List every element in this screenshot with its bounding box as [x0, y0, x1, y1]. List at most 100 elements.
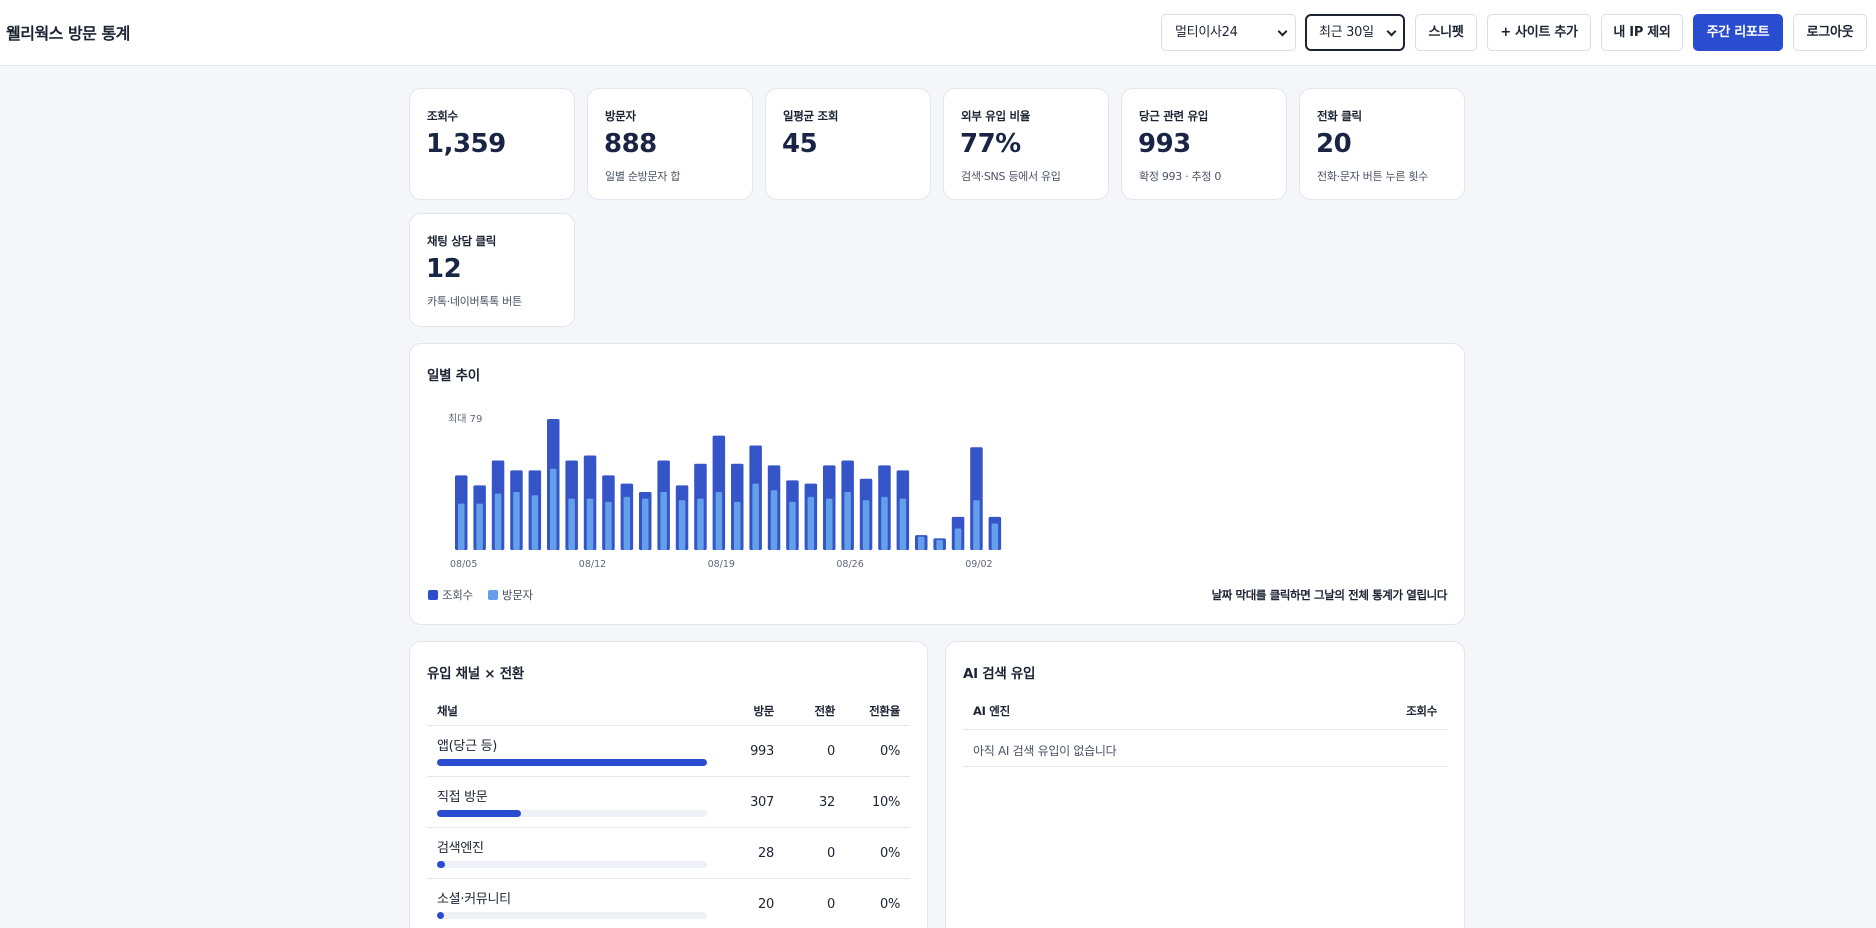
legend-label-views: 조회수: [442, 588, 473, 602]
day-bar-09/02[interactable]: [970, 447, 983, 550]
day-bar-08/23[interactable]: [786, 480, 799, 550]
day-bar-08/20[interactable]: [731, 463, 744, 550]
chart-max-label: 최대 79: [448, 413, 482, 425]
bar-visitors[interactable]: [789, 501, 796, 550]
day-bar-08/21[interactable]: [749, 445, 762, 550]
channel-visits: 307: [750, 795, 774, 810]
col-conversions: 전환: [814, 704, 835, 718]
bar-visitors[interactable]: [973, 500, 980, 550]
bar-visitors[interactable]: [494, 493, 502, 550]
day-bar-08/26[interactable]: [841, 460, 854, 550]
snippet-button[interactable]: 스니펫: [1415, 14, 1477, 51]
channel-visits: 993: [750, 744, 774, 759]
channel-share-fill: [437, 759, 707, 766]
day-bar-08/15[interactable]: [639, 491, 652, 550]
bar-visitors[interactable]: [623, 496, 631, 550]
day-bar-08/17[interactable]: [675, 485, 689, 550]
x-tick-label: 08/12: [579, 559, 606, 570]
day-bar-08/25[interactable]: [823, 465, 836, 550]
bar-visitors[interactable]: [844, 491, 851, 550]
day-bar-08/18[interactable]: [694, 463, 707, 550]
table-row[interactable]: 검색엔진 28 0 0%: [427, 828, 910, 879]
day-bar-08/30[interactable]: [915, 535, 928, 550]
bar-visitors[interactable]: [586, 498, 594, 550]
bar-visitors[interactable]: [678, 500, 686, 550]
day-bar-08/13[interactable]: [602, 475, 615, 550]
channel-name: 직접 방문: [437, 790, 488, 805]
channel-visits: 28: [758, 846, 774, 861]
day-bar-08/12[interactable]: [583, 455, 597, 550]
day-bar-08/08[interactable]: [510, 470, 523, 550]
bar-visitors[interactable]: [568, 498, 575, 550]
weekly-report-button[interactable]: 주간 리포트: [1693, 14, 1783, 51]
day-bar-09/01[interactable]: [951, 516, 965, 550]
bar-visitors[interactable]: [697, 498, 704, 550]
bar-visitors[interactable]: [660, 491, 667, 550]
bar-visitors[interactable]: [918, 536, 925, 550]
bar-visitors[interactable]: [862, 500, 870, 550]
bar-visitors[interactable]: [752, 483, 759, 550]
bar-visitors[interactable]: [715, 491, 723, 550]
day-bar-08/07[interactable]: [491, 460, 505, 550]
bar-visitors[interactable]: [642, 498, 649, 550]
day-bar-08/22[interactable]: [767, 465, 781, 550]
stat-value: 993: [1138, 129, 1191, 159]
bar-visitors[interactable]: [531, 495, 539, 550]
table-row[interactable]: 앱(당근 등) 993 0 0%: [427, 726, 910, 777]
stat-label: 조회수: [427, 109, 458, 123]
day-bar-08/27[interactable]: [859, 478, 873, 550]
bar-visitors[interactable]: [826, 498, 833, 550]
day-bar-08/28[interactable]: [878, 465, 891, 550]
exclude-my-ip-button[interactable]: 내 IP 제외: [1601, 14, 1683, 51]
day-bar-08/19[interactable]: [712, 435, 726, 550]
bar-visitors[interactable]: [807, 496, 815, 550]
stat-card-external-ratio: 외부 유입 비율 77% 검색·SNS 등에서 유입: [943, 88, 1109, 200]
stat-sub: 카톡·네이버톡톡 버튼: [427, 295, 522, 308]
col-conversion-rate: 전환율: [869, 704, 900, 718]
channel-share-fill: [437, 810, 521, 817]
channel-rate: 0%: [879, 897, 900, 912]
stat-card-visitors: 방문자 888 일별 순방문자 합: [587, 88, 753, 200]
add-site-button[interactable]: + 사이트 추가: [1487, 14, 1591, 51]
bar-visitors[interactable]: [954, 528, 962, 550]
bar-visitors[interactable]: [899, 498, 907, 550]
day-bar-08/31[interactable]: [933, 538, 946, 550]
site-select[interactable]: 멀티이사24: [1161, 14, 1296, 51]
bar-visitors[interactable]: [936, 540, 943, 550]
day-bar-08/06[interactable]: [473, 485, 486, 550]
day-bar-08/16[interactable]: [657, 460, 670, 550]
day-bar-09/03[interactable]: [988, 516, 1002, 550]
day-bar-08/24[interactable]: [804, 483, 818, 550]
bar-visitors[interactable]: [550, 468, 557, 550]
day-bar-08/29[interactable]: [896, 470, 910, 550]
bar-visitors[interactable]: [513, 491, 520, 550]
table-row[interactable]: 소셜·커뮤니티 20 0 0%: [427, 879, 910, 928]
day-bar-08/09[interactable]: [528, 470, 542, 550]
channel-name: 소셜·커뮤니티: [437, 892, 511, 907]
bar-visitors[interactable]: [881, 496, 888, 550]
stat-card-phone-clicks: 전화 클릭 20 전화·문자 버튼 누른 횟수: [1299, 88, 1465, 200]
bar-visitors[interactable]: [458, 503, 465, 550]
channel-share-fill: [437, 912, 444, 919]
day-bar-08/11[interactable]: [565, 460, 578, 550]
bar-visitors[interactable]: [605, 501, 612, 550]
bar-visitors[interactable]: [476, 503, 483, 550]
range-select[interactable]: 최근 30일: [1305, 14, 1405, 51]
legend-views: 조회수: [428, 587, 473, 603]
channel-share-bar: [437, 810, 707, 817]
day-bar-08/14[interactable]: [620, 483, 634, 550]
stat-value: 77%: [960, 129, 1021, 159]
table-row[interactable]: 직접 방문 307 32 10%: [427, 777, 910, 828]
stat-card-chat-clicks: 채팅 상담 클릭 12 카톡·네이버톡톡 버튼: [409, 213, 575, 327]
stat-value: 888: [604, 129, 657, 159]
day-bar-08/10[interactable]: [547, 419, 560, 550]
channel-conversions: 32: [819, 795, 835, 810]
bar-visitors[interactable]: [770, 490, 778, 550]
bar-visitors[interactable]: [734, 501, 741, 550]
top-bar: 웰리웍스 방문 통계 멀티이사24 최근 30일 스니펫 + 사이트 추가 내 …: [0, 0, 1876, 66]
bar-visitors[interactable]: [991, 523, 999, 550]
col-ai-engine: AI 엔진: [973, 704, 1010, 718]
day-bar-08/05[interactable]: [455, 475, 468, 550]
daily-trend-title: 일별 추이: [427, 368, 480, 384]
logout-button[interactable]: 로그아웃: [1793, 14, 1867, 51]
